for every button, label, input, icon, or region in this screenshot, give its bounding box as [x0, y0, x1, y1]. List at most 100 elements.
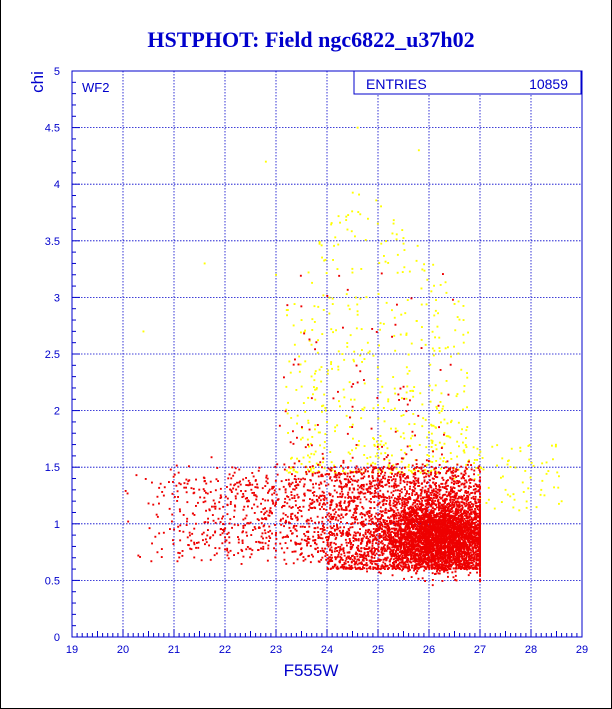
data-point [444, 549, 446, 552]
data-point [464, 540, 467, 543]
data-point [437, 572, 440, 575]
high-chi-point [410, 437, 412, 440]
data-point [447, 553, 450, 556]
data-point [409, 552, 412, 555]
high-chi-point [328, 312, 331, 315]
data-point [435, 487, 437, 490]
data-point [410, 541, 413, 544]
data-point [453, 528, 455, 531]
data-point [399, 554, 402, 557]
data-point [382, 467, 384, 470]
high-chi-point [290, 417, 293, 419]
data-point [441, 532, 444, 535]
data-point [456, 546, 459, 549]
data-point [406, 546, 408, 549]
data-point [408, 495, 411, 498]
data-point [405, 549, 408, 552]
high-chi-point [353, 360, 355, 363]
high-chi-point [509, 495, 512, 498]
high-chi-point [333, 471, 336, 474]
high-chi-point [323, 467, 326, 470]
data-point [374, 536, 377, 539]
data-point [426, 470, 429, 473]
data-point [441, 482, 444, 485]
data-point [428, 494, 430, 497]
high-chi-point [350, 230, 353, 233]
high-chi-point [465, 463, 468, 466]
high-chi-point [329, 451, 332, 453]
data-point [441, 561, 443, 564]
data-point [460, 508, 463, 511]
data-point [462, 523, 464, 526]
data-points [124, 126, 563, 587]
data-point [354, 497, 357, 499]
data-point [386, 480, 389, 483]
high-chi-point [343, 358, 346, 361]
high-chi-point [458, 445, 460, 448]
data-point [456, 524, 459, 527]
high-chi-point [426, 463, 429, 466]
data-point [418, 507, 421, 509]
data-point [339, 500, 342, 503]
data-point [418, 515, 421, 517]
high-chi-point [436, 407, 438, 410]
high-chi-point [509, 466, 512, 468]
data-point [416, 519, 419, 522]
data-point [416, 536, 419, 539]
high-chi-point [323, 441, 326, 443]
data-point [396, 509, 399, 511]
high-chi-point [435, 426, 437, 429]
high-chi-point [353, 398, 356, 401]
data-point [335, 505, 338, 508]
data-point [412, 526, 414, 529]
high-chi-point [404, 312, 407, 315]
data-point [417, 495, 420, 498]
high-chi-point [430, 290, 433, 293]
data-point [402, 516, 404, 518]
data-point [415, 517, 418, 520]
data-point [403, 553, 406, 556]
data-point [440, 525, 442, 528]
high-chi-point [321, 410, 323, 413]
data-point [427, 500, 429, 503]
high-chi-point [394, 392, 397, 395]
high-chi-point [330, 328, 333, 331]
data-point [352, 554, 354, 557]
data-point [425, 541, 428, 544]
data-point [439, 523, 441, 526]
data-point [442, 560, 445, 563]
data-point [328, 492, 331, 495]
data-point [427, 540, 430, 543]
high-chi-point [330, 223, 333, 226]
high-chi-point [431, 442, 434, 444]
high-chi-point [440, 421, 442, 424]
data-point [444, 493, 447, 496]
data-point [461, 516, 464, 519]
data-point [437, 545, 440, 548]
data-point [379, 572, 382, 575]
high-chi-point [336, 268, 339, 270]
data-point [414, 493, 417, 496]
data-point [381, 471, 383, 473]
high-chi-point [390, 427, 392, 430]
data-point [479, 522, 481, 524]
data-point [441, 580, 444, 582]
data-point [410, 536, 413, 539]
data-point [479, 571, 481, 574]
data-point [388, 501, 391, 504]
data-point [456, 523, 459, 526]
data-point [391, 553, 394, 556]
high-chi-point [367, 217, 369, 220]
data-point [434, 530, 437, 533]
data-point [432, 520, 434, 523]
high-chi-point [333, 244, 335, 247]
high-chi-point [472, 446, 475, 449]
data-point [457, 482, 460, 485]
data-point [429, 499, 432, 501]
data-point [479, 501, 481, 504]
data-point [428, 512, 431, 515]
data-point [468, 558, 470, 561]
data-point [445, 506, 448, 508]
data-point [402, 474, 405, 476]
data-point [433, 467, 436, 470]
